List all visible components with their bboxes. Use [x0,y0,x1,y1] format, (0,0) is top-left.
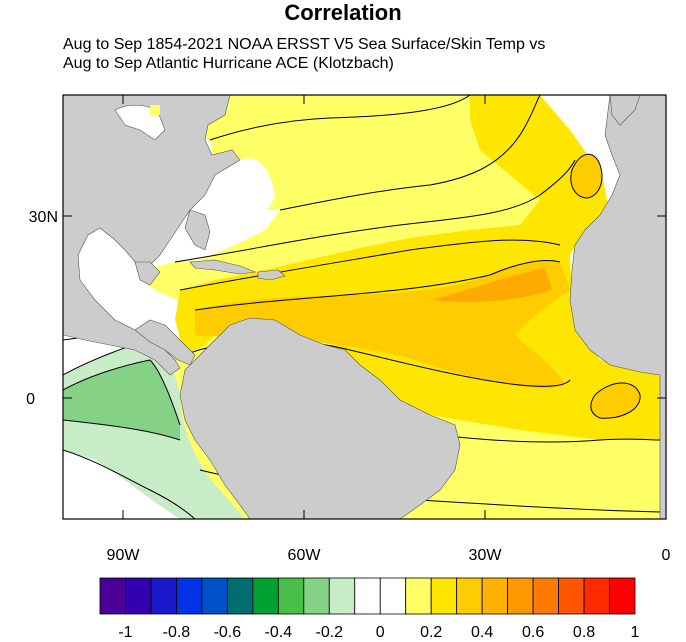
correlation-area-neg-0.3 [63,360,180,440]
contour-line [63,359,181,426]
colorbar-label: 0.4 [471,624,493,641]
landmass-central-america [134,319,196,366]
landmass-south-america [179,317,461,519]
lon-tick-marks [63,95,667,519]
contour-line [194,260,561,311]
contour-line [63,419,181,441]
colorbar-label: 0 [376,624,385,641]
colorbar-swatch [532,577,559,615]
lat-tick-label-0: 0 [26,391,35,408]
contour-line [279,95,541,211]
colorbar-swatch [507,577,534,615]
contour-line [570,153,603,199]
colorbar-label: 0.6 [522,624,544,641]
colorbar-swatch [328,577,356,615]
colorbar-swatch [252,577,279,615]
plot-title: Correlation [284,0,402,25]
contour-line [209,95,471,141]
lon-tick-label-90w: 90W [107,547,141,564]
colorbar-swatch [125,577,152,615]
contour-line [63,449,196,519]
landmass-iberia [609,95,641,126]
colorbar-label: -1 [118,624,132,641]
contour-line [179,239,561,291]
colorbar-label: -0.8 [163,624,191,641]
colorbar-swatch [609,577,636,615]
lon-tick-label-60w: 60W [288,547,322,564]
colorbar-swatch [303,577,330,615]
landmass-north-america [63,95,241,376]
landmass-hispaniola [257,269,286,281]
contour-line [174,159,576,263]
lat-tick-label-30n: 30N [29,209,58,226]
colorbar-label: 0.8 [573,624,595,641]
colorbar-swatch [481,577,509,615]
landmass-yucatan [134,261,161,286]
colorbar: -1 -0.8 -0.6 -0.4 -0.2 0 0.2 0.4 0.6 0.8 1 [99,577,640,641]
colorbar-swatch [176,577,203,615]
colorbar-swatch [354,577,381,615]
correlation-area-0.5 [430,268,552,302]
colorbar-swatch [99,577,126,615]
colorbar-swatch [379,577,407,615]
landmass-africa [569,95,666,519]
colorbar-swatch [201,577,228,615]
colorbar-label: -0.2 [315,624,343,641]
colorbar-swatch [226,577,254,615]
colorbar-label: 1 [631,624,640,641]
contour-line [590,382,641,419]
colorbar-swatch [405,577,432,615]
colorbar-swatch [277,577,305,615]
lon-tick-label-30w: 30W [469,547,503,564]
landmass-florida [184,209,211,251]
colorbar-swatch [430,577,458,615]
colorbar-label: -0.4 [265,624,293,641]
landmass-cuba [189,259,257,275]
colorbar-label: 0.2 [420,624,442,641]
colorbar-swatch [150,577,177,615]
plot-subtitle-line-1: Aug to Sep 1854-2021 NOAA ERSST V5 Sea S… [63,36,546,53]
great-lakes-highlight [150,105,160,115]
neutral-area-subtropics [231,158,275,215]
correlation-area-0.4-southeast [590,382,641,419]
plot-subtitle-line-2: Aug to Sep Atlantic Hurricane ACE (Klotz… [63,55,394,72]
correlation-area-0.3 [175,95,660,440]
colorbar-swatch [558,577,585,615]
colorbar-swatch [583,577,610,615]
colorbar-swatch [456,577,483,615]
colorbar-label: -0.6 [214,624,242,641]
correlation-area-0.4-northeast [570,154,602,198]
map-frame [62,94,667,520]
lon-tick-label-0: 0 [662,547,671,564]
map-panel [63,95,666,519]
